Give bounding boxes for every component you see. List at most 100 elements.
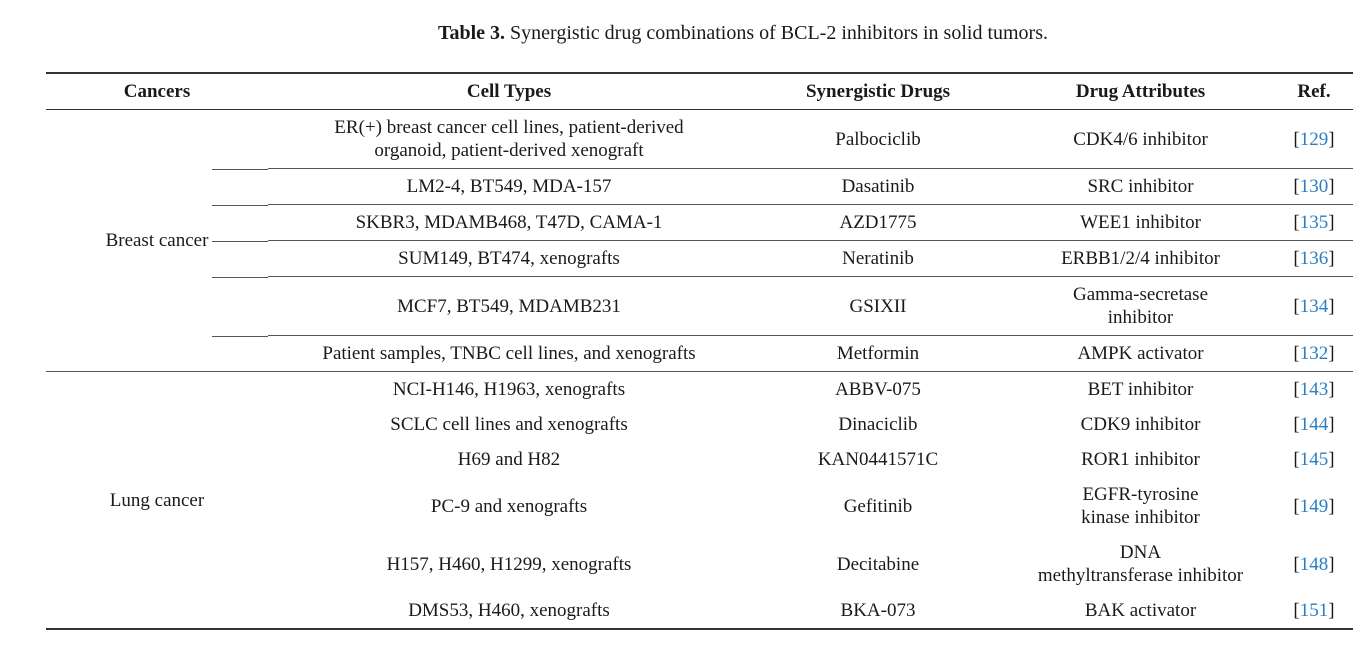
- bracket-close: ]: [1328, 248, 1335, 269]
- ref-cell: [148]: [1275, 535, 1353, 593]
- synergistic-drug-cell: Palbociclib: [750, 109, 1006, 169]
- header-drug-attributes: Drug Attributes: [1006, 73, 1275, 110]
- reference-link[interactable]: 151: [1299, 600, 1329, 621]
- ref-cell: [149]: [1275, 477, 1353, 535]
- cell-types-cell: H157, H460, H1299, xenografts: [386, 553, 632, 575]
- drug-attribute-cell: BET inhibitor: [1087, 379, 1194, 400]
- table-row: Lung cancer NCI-H146, H1963, xenografts AB…: [46, 372, 1353, 511]
- table-row: MCF7, BT549, MDAMB231 GSIXII Gamma-secreta…: [46, 276, 1353, 336]
- bracket-open: [: [1293, 212, 1300, 233]
- synergistic-drug-cell: KAN0441571C: [817, 449, 939, 470]
- synergistic-drug-cell: Gefitinib: [843, 495, 913, 517]
- bracket-close: ]: [1328, 128, 1335, 150]
- cancer-type-cell: Lung cancer: [109, 489, 205, 511]
- drug-attribute-cell: SRC inhibitor: [1006, 168, 1275, 205]
- reference-link[interactable]: 129: [1299, 128, 1329, 150]
- reference-link[interactable]: 132: [1299, 343, 1329, 364]
- drug-attribute-cell: WEE1 inhibitor: [1006, 204, 1275, 241]
- synergistic-drug-cell: Metformin: [750, 335, 1006, 372]
- bracket-open: [: [1293, 553, 1300, 575]
- bracket-close: ]: [1328, 379, 1335, 400]
- reference-link[interactable]: 145: [1299, 449, 1329, 470]
- bracket-close: ]: [1328, 553, 1335, 575]
- cell-types-cell: LM2-4, BT549, MDA-157: [212, 168, 750, 205]
- ref-cell: [134]: [1275, 276, 1353, 336]
- table-row: SCLC cell lines and xenografts Dinaciclib…: [46, 407, 1353, 442]
- ref-cell: [135]: [1275, 204, 1353, 241]
- header-cancers: Cancers: [46, 73, 268, 110]
- cell-types-cell: DMS53, H460, xenografts: [408, 600, 610, 621]
- synergistic-drug-cell: GSIXII: [750, 276, 1006, 336]
- synergistic-drug-cell: BKA-073: [840, 600, 916, 621]
- bracket-open: [: [1293, 248, 1300, 269]
- drug-attribute-cell: ERBB1/2/4 inhibitor: [1006, 240, 1275, 277]
- cell-types-cell: SUM149, BT474, xenografts: [212, 240, 750, 277]
- reference-link[interactable]: 143: [1299, 379, 1329, 400]
- cell-types-cell: SCLC cell lines and xenografts: [390, 414, 628, 435]
- drug-attribute-cell: CDK4/6 inhibitor: [1006, 109, 1275, 169]
- synergistic-drug-cell: ABBV-075: [835, 379, 921, 400]
- synergistic-drug-cell: Decitabine: [836, 553, 920, 575]
- synergistic-drug-cell: Dinaciclib: [838, 414, 918, 435]
- drug-attribute-cell: ROR1 inhibitor: [1081, 449, 1200, 470]
- bracket-close: ]: [1328, 212, 1335, 233]
- bracket-close: ]: [1328, 600, 1335, 621]
- bracket-open: [: [1293, 128, 1300, 150]
- cancer-type-cell: Breast cancer: [46, 109, 268, 372]
- ref-cell: [136]: [1275, 240, 1353, 277]
- bracket-open: [: [1293, 295, 1300, 317]
- cell-types-cell: MCF7, BT549, MDAMB231: [212, 276, 750, 336]
- synergistic-drug-cell: Neratinib: [750, 240, 1006, 277]
- drug-attribute-cell: EGFR-tyrosine kinase inhibitor: [1081, 484, 1200, 528]
- ref-cell: [144]: [1275, 407, 1353, 442]
- group-lung-cancer: Lung cancer NCI-H146, H1963, xenografts AB…: [46, 372, 1353, 630]
- drug-attribute-cell: AMPK activator: [1006, 335, 1275, 372]
- caption-label: Table 3.: [437, 22, 506, 44]
- bracket-open: [: [1293, 449, 1300, 470]
- bracket-close: ]: [1328, 343, 1335, 364]
- ref-cell: [145]: [1275, 442, 1353, 477]
- bracket-close: ]: [1328, 295, 1335, 317]
- reference-link[interactable]: 144: [1299, 414, 1329, 435]
- reference-link[interactable]: 130: [1299, 176, 1329, 197]
- drug-attribute-cell: BAK activator: [1084, 600, 1197, 621]
- bracket-close: ]: [1328, 449, 1335, 470]
- ref-cell: [130]: [1275, 168, 1353, 205]
- synergistic-drug-cell: AZD1775: [750, 204, 1006, 241]
- header-cell-types: Cell Types: [268, 73, 750, 110]
- bracket-open: [: [1293, 343, 1300, 364]
- table-row: DMS53, H460, xenografts BKA-073 BAK activa…: [46, 593, 1353, 629]
- bracket-close: ]: [1328, 495, 1335, 517]
- reference-link[interactable]: 134: [1299, 295, 1329, 317]
- bracket-open: [: [1293, 414, 1300, 435]
- table-row: Patient samples, TNBC cell lines, and xe…: [46, 335, 1353, 372]
- ref-cell: [129]: [1275, 109, 1353, 169]
- group-breast-cancer: Breast cancer ER(+) breast cancer cell li…: [46, 109, 1353, 372]
- table-caption: Table 3. Synergistic drug combinations o…: [0, 22, 1360, 45]
- reference-link[interactable]: 149: [1299, 495, 1329, 517]
- ref-cell: [151]: [1275, 593, 1353, 629]
- ref-cell: [143]: [1275, 372, 1353, 408]
- reference-link[interactable]: 135: [1299, 212, 1329, 233]
- table-row: H69 and H82 KAN0441571C ROR1 inhibitor [145…: [46, 442, 1353, 477]
- drug-attribute-cell: CDK9 inhibitor: [1080, 414, 1201, 435]
- table-row: LM2-4, BT549, MDA-157 Dasatinib SRC inhibi…: [46, 168, 1353, 205]
- reference-link[interactable]: 148: [1299, 553, 1329, 575]
- synergistic-drug-cell: Dasatinib: [750, 168, 1006, 205]
- table-row: SUM149, BT474, xenografts Neratinib ERBB1/…: [46, 240, 1353, 277]
- caption-text: Synergistic drug combinations of BCL-2 i…: [505, 22, 1048, 44]
- cell-types-cell: ER(+) breast cancer cell lines, patient-…: [212, 109, 750, 169]
- table-row: SKBR3, MDAMB468, T47D, CAMA-1 AZD1775 WEE1…: [46, 204, 1353, 241]
- header-synergistic-drugs: Synergistic Drugs: [750, 73, 1006, 110]
- header-row: Cancers Cell Types Synergistic Drugs Dru…: [46, 73, 1353, 110]
- cell-types-cell: PC-9 and xenografts: [430, 495, 588, 517]
- bracket-open: [: [1293, 600, 1300, 621]
- table-row: H157, H460, H1299, xenografts Decitabine D…: [46, 535, 1353, 593]
- reference-link[interactable]: 136: [1299, 248, 1329, 269]
- cell-types-cell: Patient samples, TNBC cell lines, and xe…: [268, 335, 750, 372]
- drug-attribute-cell: DNA methyltransferase inhibitor: [1037, 542, 1244, 586]
- bracket-open: [: [1293, 495, 1300, 517]
- drug-combinations-table: Cancers Cell Types Synergistic Drugs Dru…: [46, 72, 1353, 630]
- cell-types-cell: H69 and H82: [457, 449, 561, 470]
- table-row: PC-9 and xenografts Gefitinib EGFR-tyrosin…: [46, 477, 1353, 535]
